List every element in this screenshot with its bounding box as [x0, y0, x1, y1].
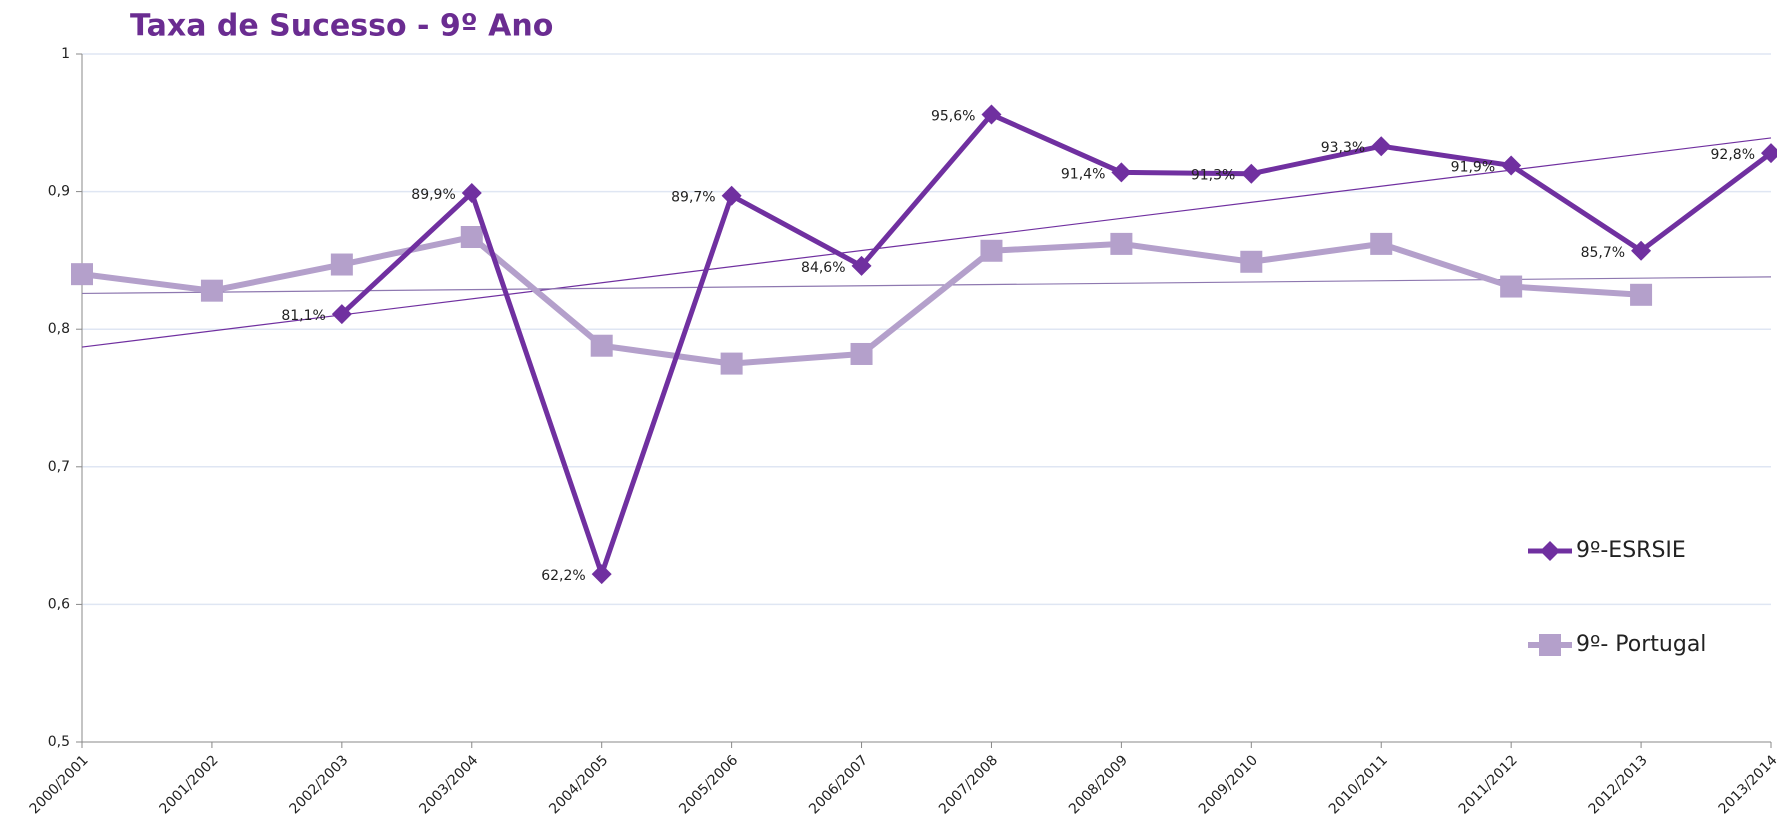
y-tick-label: 0,9 — [48, 184, 70, 200]
x-tick-label: 2005/2006 — [676, 752, 741, 817]
data-label: 91,4% — [1061, 166, 1105, 182]
data-label: 84,6% — [801, 260, 845, 276]
point — [850, 342, 873, 365]
x-tick-label: 2006/2007 — [806, 752, 871, 817]
point — [1371, 136, 1392, 157]
data-label: 92,8% — [1711, 147, 1755, 163]
data-label: 91,3% — [1191, 168, 1235, 184]
legend-label: 9º- Portugal — [1576, 632, 1706, 657]
x-tick-label: 2000/2001 — [27, 752, 92, 817]
x-tick-label: 2012/2013 — [1586, 752, 1651, 817]
point — [330, 253, 353, 276]
x-tick-label: 2010/2011 — [1326, 752, 1391, 817]
point — [981, 104, 1002, 125]
point — [461, 182, 482, 203]
legend-marker — [1540, 541, 1560, 561]
y-tick-label: 1 — [61, 46, 70, 62]
data-label: 89,7% — [671, 190, 715, 206]
x-tick-label: 2007/2008 — [936, 752, 1001, 817]
x-tick-label: 2004/2005 — [546, 752, 611, 817]
data-label: 85,7% — [1581, 245, 1625, 261]
y-tick-label: 0,5 — [48, 734, 70, 750]
point — [1631, 240, 1652, 261]
legend-marker — [1539, 634, 1561, 656]
point — [1110, 232, 1133, 255]
point — [200, 279, 223, 302]
point — [720, 352, 743, 375]
data-label: 91,9% — [1451, 159, 1495, 175]
y-tick-label: 0,6 — [48, 596, 70, 612]
point — [1630, 283, 1653, 306]
point — [1500, 275, 1523, 298]
point — [851, 255, 872, 276]
point — [1240, 250, 1263, 273]
point — [71, 263, 93, 286]
x-tick-label: 2003/2004 — [416, 752, 481, 817]
point — [721, 185, 742, 206]
data-label: 93,3% — [1321, 140, 1365, 156]
trendline — [81, 137, 1772, 348]
x-tick-label: 2001/2002 — [157, 752, 222, 817]
legend-label: 9º-ESRSIE — [1576, 538, 1686, 563]
x-tick-label: 2008/2009 — [1066, 752, 1131, 817]
series-line — [340, 112, 1773, 577]
point — [331, 304, 352, 325]
data-label: 81,1% — [281, 308, 325, 324]
point — [980, 239, 1003, 262]
point — [590, 334, 613, 357]
point — [1241, 163, 1262, 184]
data-label: 95,6% — [931, 109, 975, 125]
point — [1370, 232, 1393, 255]
point — [1501, 155, 1522, 176]
data-label: 89,9% — [411, 187, 455, 203]
data-label: 62,2% — [541, 568, 585, 584]
y-tick-label: 0,8 — [48, 321, 70, 337]
point — [591, 564, 612, 585]
x-tick-label: 2011/2012 — [1456, 752, 1521, 817]
point — [1761, 143, 1777, 164]
y-tick-label: 0,7 — [48, 459, 70, 475]
x-tick-label: 2013/2014 — [1716, 752, 1777, 817]
point — [1111, 162, 1132, 183]
chart-title: Taxa de Sucesso - 9º Ano — [130, 9, 553, 44]
x-tick-label: 2002/2003 — [286, 752, 351, 817]
point — [460, 226, 483, 249]
x-tick-label: 2009/2010 — [1196, 752, 1261, 817]
